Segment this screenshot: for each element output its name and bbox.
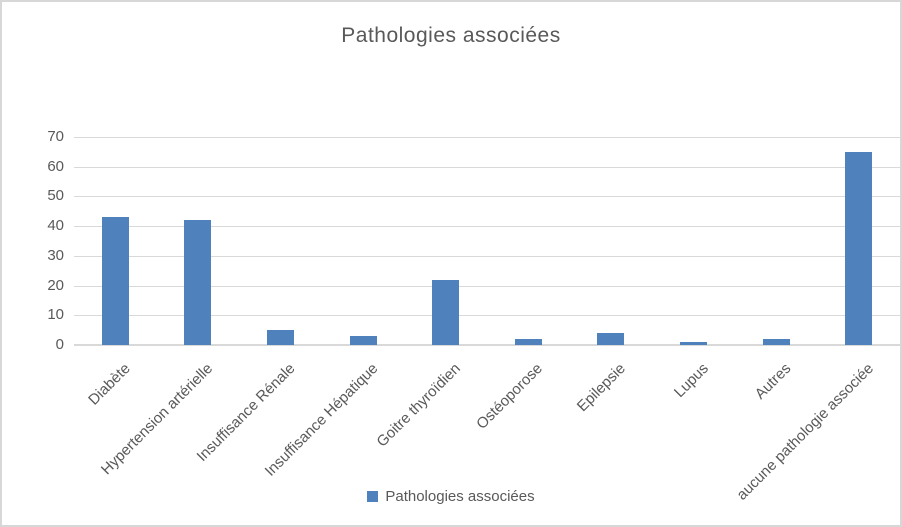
gridline bbox=[74, 315, 900, 317]
y-axis-tick-label: 50 bbox=[47, 187, 64, 205]
gridline bbox=[74, 285, 900, 287]
y-axis-tick-label: 20 bbox=[47, 276, 64, 294]
gridline bbox=[74, 196, 900, 198]
bar-autres[interactable] bbox=[762, 339, 790, 345]
bar-epilepsie[interactable] bbox=[597, 333, 625, 345]
x-axis-line bbox=[74, 344, 900, 346]
x-axis-category-label: aucune pathologie associée bbox=[733, 360, 877, 504]
x-axis-category-label: Epilepsie bbox=[573, 360, 629, 416]
gridline bbox=[74, 137, 900, 138]
bar-lupus[interactable] bbox=[680, 342, 707, 345]
x-axis-category-label: Ostéoporose bbox=[473, 360, 547, 433]
gridline bbox=[74, 166, 900, 168]
x-axis-category-label: Lupus bbox=[670, 360, 712, 401]
legend: Pathologies associées bbox=[2, 488, 900, 505]
y-axis-tick-label: 70 bbox=[47, 128, 64, 145]
y-axis-tick-label: 0 bbox=[55, 336, 64, 353]
bar-goitre-thyro-dien[interactable] bbox=[432, 279, 460, 345]
gridline bbox=[74, 226, 900, 228]
y-axis-tick-label: 40 bbox=[47, 217, 64, 235]
x-axis-category-label: Diabète bbox=[84, 360, 134, 409]
bar-hypertension-art-rielle[interactable] bbox=[184, 220, 212, 345]
legend-swatch-icon bbox=[367, 491, 379, 502]
bar-diab-te[interactable] bbox=[101, 217, 129, 345]
x-axis-category-label: Goitre thyroïdien bbox=[373, 360, 464, 451]
bar-insuffisance-r-nale[interactable] bbox=[267, 330, 294, 345]
legend-label: Pathologies associées bbox=[385, 488, 535, 505]
bar-aucune-pathologie-associ-e[interactable] bbox=[845, 151, 873, 345]
bar-insuffisance-h-patique[interactable] bbox=[349, 336, 377, 345]
chart-title: Pathologies associées bbox=[341, 24, 561, 47]
y-axis-tick-label: 10 bbox=[47, 306, 64, 324]
gridline bbox=[74, 255, 900, 257]
bar-ost-oporose[interactable] bbox=[514, 339, 542, 345]
x-axis-category-label: Autres bbox=[751, 360, 795, 403]
y-axis-tick-label: 60 bbox=[47, 157, 64, 175]
y-axis-tick-label: 30 bbox=[47, 246, 64, 264]
